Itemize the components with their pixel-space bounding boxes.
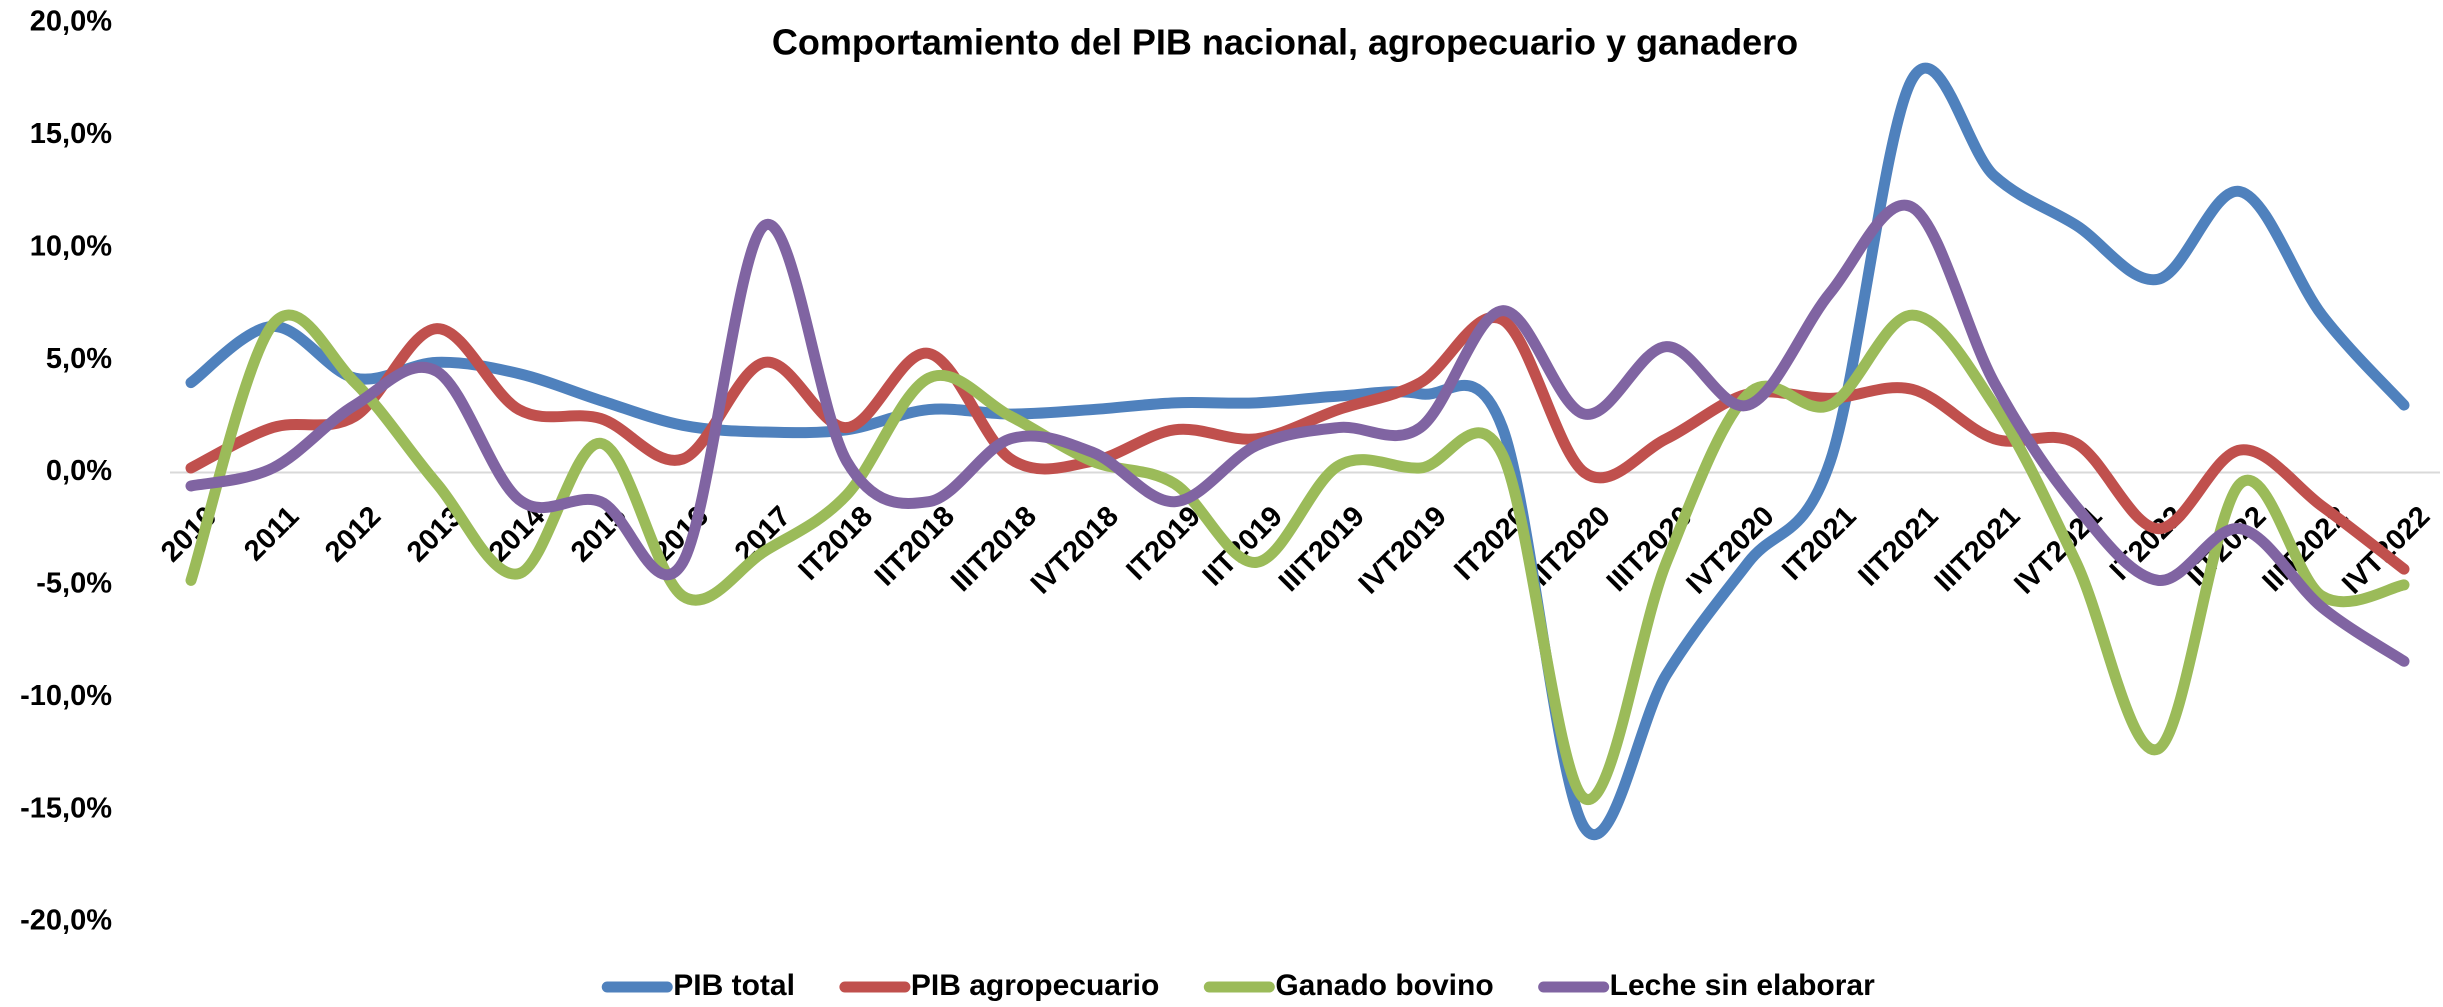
y-tick-label: 10,0% xyxy=(30,230,112,262)
legend: PIB total PIB agropecuario Ganado bovino Le… xyxy=(601,969,1875,1002)
y-tick-label: -20,0% xyxy=(20,905,112,937)
chart-title: Comportamiento del PIB nacional, agropec… xyxy=(772,22,1798,63)
y-tick-label: -5,0% xyxy=(36,568,112,600)
x-tick-label: IVT2019 xyxy=(1353,500,1453,600)
legend-label: PIB agropecuario xyxy=(911,969,1159,1002)
x-tick-label: 2011 xyxy=(238,500,305,567)
series-line xyxy=(185,311,2410,575)
x-tick-label: IIIT2021 xyxy=(1929,500,2027,598)
y-tick-label: -10,0% xyxy=(20,680,112,712)
x-tick-label: IIIT2019 xyxy=(1273,500,1371,598)
series-line xyxy=(185,62,2410,841)
legend-label: Ganado bovino xyxy=(1275,969,1493,1002)
y-tick-label: 0,0% xyxy=(46,455,112,487)
x-tick-label: IT2018 xyxy=(793,500,879,586)
series-line xyxy=(185,199,2410,667)
y-tick-label: 5,0% xyxy=(46,343,112,375)
y-tick-label: -15,0% xyxy=(20,792,112,824)
legend-label: PIB total xyxy=(673,969,795,1002)
x-tick-label: 2012 xyxy=(319,500,387,568)
x-tick-label: IT2019 xyxy=(1120,500,1206,586)
series-line xyxy=(185,309,2410,806)
x-tick-label: IT2021 xyxy=(1776,500,1862,586)
legend-label: Leche sin elaborar xyxy=(1610,969,1875,1002)
x-tick-label: IIIT2018 xyxy=(945,500,1043,598)
y-tick-label: 15,0% xyxy=(30,118,112,150)
x-tick-label: IVT2018 xyxy=(1025,500,1125,600)
y-tick-label: 20,0% xyxy=(30,6,112,38)
